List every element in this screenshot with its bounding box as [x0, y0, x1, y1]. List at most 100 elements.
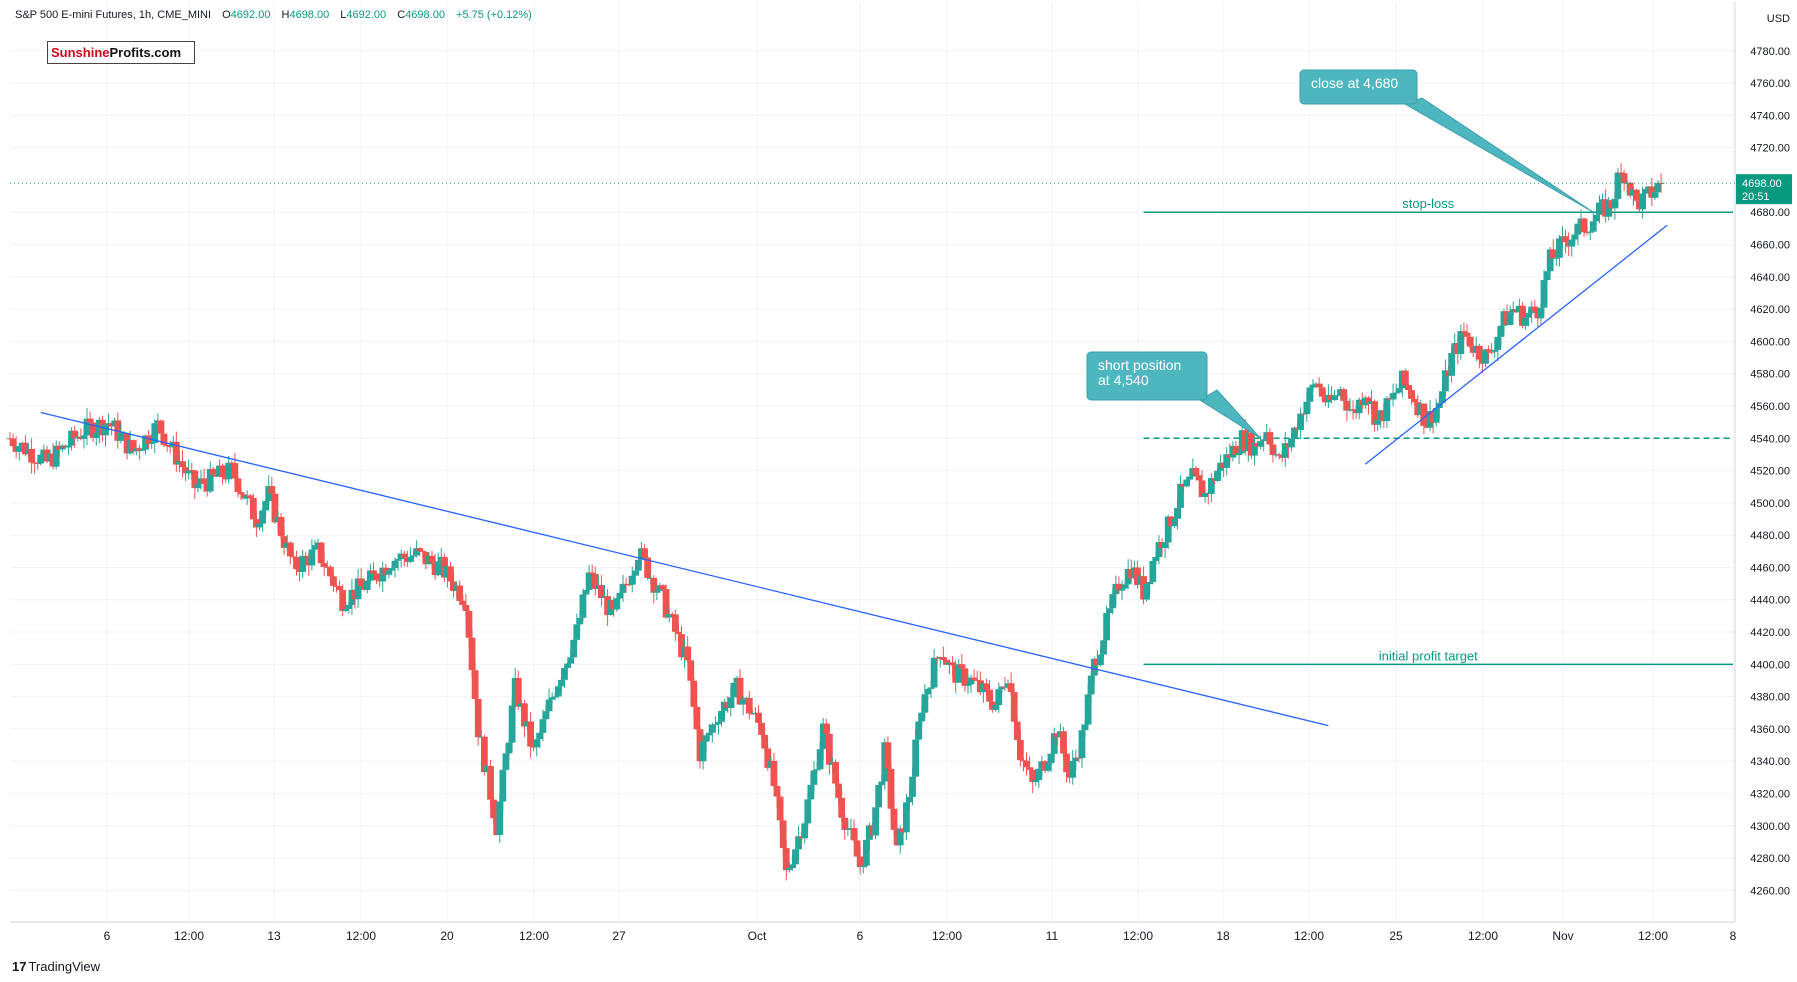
candle [1343, 394, 1351, 422]
candle-body [856, 856, 864, 868]
candle [1087, 671, 1095, 702]
candle [379, 561, 387, 593]
candle [1232, 440, 1240, 456]
rising-trendline [1364, 224, 1668, 465]
candle [370, 562, 377, 574]
candle-body [1155, 542, 1163, 558]
candle-body [878, 781, 886, 786]
candle [219, 463, 226, 485]
candle-body [234, 478, 242, 493]
candle-body [1281, 443, 1289, 458]
short-position-callout-text-0: short position [1098, 357, 1181, 373]
currency-label: USD [1767, 13, 1790, 25]
candle [317, 541, 325, 568]
candle-body [1303, 401, 1311, 415]
candle [249, 493, 257, 520]
candle-body [1149, 560, 1157, 582]
candle-body [1063, 753, 1070, 773]
candle-body [502, 753, 510, 770]
candle-body [1297, 413, 1305, 430]
candle [1466, 336, 1474, 349]
candle [52, 440, 60, 470]
candle-body [835, 783, 843, 798]
candle [650, 575, 658, 604]
candle-body [299, 555, 307, 572]
candle-body [1223, 454, 1231, 468]
open-value: 4692.00 [230, 9, 271, 21]
candle [1617, 163, 1625, 175]
bar-countdown-text: 20:51 [1742, 191, 1770, 203]
candle [613, 597, 621, 612]
close-callout-text-0: close at 4,680 [1311, 75, 1398, 91]
candle-body [1355, 399, 1363, 414]
candle-body [1214, 470, 1221, 481]
candle [924, 687, 932, 699]
candle [782, 839, 790, 881]
candle-body [447, 566, 454, 582]
candle-body [875, 785, 883, 808]
candle-body [1442, 370, 1449, 392]
candle-body [789, 864, 796, 869]
candle [1007, 672, 1015, 696]
candle-body [653, 590, 661, 593]
candle-body [468, 637, 476, 671]
short-position-callout-text-1: at 4,540 [1098, 372, 1149, 388]
candle-body [1596, 202, 1603, 215]
candle-body [1626, 182, 1634, 196]
y-tick-label-3: 4320.00 [1750, 788, 1790, 800]
candle-body [1269, 444, 1277, 456]
candle-body [1438, 391, 1446, 403]
candle-body [1331, 395, 1338, 400]
candle-body [887, 768, 895, 809]
candle-body [434, 561, 442, 576]
candle-body [678, 634, 685, 658]
candle-body [394, 559, 402, 561]
candle [474, 698, 482, 746]
candle-body [465, 610, 473, 638]
candle-body [702, 735, 710, 742]
candle-body [191, 470, 199, 489]
candle [662, 584, 670, 619]
candle [151, 419, 159, 454]
candle-body [591, 574, 599, 589]
candle-body [1611, 198, 1619, 209]
logo-part-profits: Profits.com [109, 45, 182, 60]
candle-body [992, 705, 1000, 710]
candle-body [613, 598, 621, 610]
candle [28, 438, 35, 474]
candle-body [625, 584, 633, 586]
candle-body [1084, 694, 1092, 725]
candle [1115, 576, 1123, 594]
candle-body [1106, 608, 1114, 613]
candle [1177, 475, 1184, 519]
candle-body [795, 836, 802, 850]
candle-body [764, 748, 772, 768]
candle-body [635, 559, 642, 571]
candle-body [822, 723, 830, 734]
candle [859, 865, 867, 874]
candle-body [1463, 332, 1471, 337]
candle [286, 541, 294, 565]
candle-body [1072, 757, 1080, 762]
candle [1482, 348, 1489, 368]
candle-body [616, 592, 624, 599]
candle-body [129, 440, 137, 452]
current-price-text: 4698.00 [1742, 178, 1782, 190]
candle-body [671, 614, 679, 632]
candle-body [536, 732, 544, 740]
candle-body [1549, 249, 1557, 259]
candle-body [237, 492, 245, 495]
candle [1457, 324, 1465, 360]
candle-body [533, 739, 541, 748]
candle-body [705, 732, 713, 736]
candle-body [1013, 721, 1021, 740]
y-tick-label-20: 4660.00 [1750, 240, 1790, 252]
candle [841, 814, 849, 840]
tradingview-logo[interactable]: 17 TradingView [12, 959, 100, 974]
candle-body [770, 760, 778, 786]
candle [832, 759, 839, 787]
candle [872, 807, 879, 840]
candle-body [1035, 768, 1043, 781]
candle [1251, 437, 1258, 466]
